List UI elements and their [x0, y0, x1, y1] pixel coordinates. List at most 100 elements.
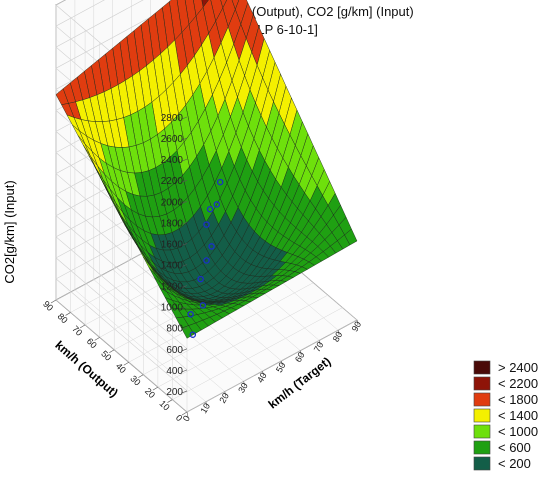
z-tick-label: 1800	[161, 218, 184, 229]
z-tick	[181, 327, 188, 330]
x-tick	[318, 340, 321, 346]
y-tick	[50, 299, 57, 304]
x-tick-label: 0	[181, 414, 192, 423]
z-tick-label: 2000	[161, 197, 184, 208]
z-tick	[181, 137, 188, 141]
x-tick-label: 70	[312, 340, 326, 354]
z-tick-label: 1200	[161, 282, 184, 293]
x-tick-label: 40	[255, 371, 269, 385]
x-tick	[300, 350, 302, 356]
x-tick	[224, 391, 227, 397]
z-tick	[181, 116, 188, 120]
legend-label: < 200	[498, 456, 531, 471]
z-tick-label: 1600	[161, 239, 184, 250]
y-tick	[123, 361, 129, 366]
z-tick-label: 800	[166, 324, 183, 335]
x-tick-label: 20	[217, 391, 231, 405]
z-tick	[181, 243, 188, 246]
x-tick-label: 80	[331, 330, 345, 344]
legend-swatch	[473, 408, 491, 423]
y-tick	[79, 324, 86, 329]
legend-label: > 2400	[498, 360, 538, 375]
y-tick	[109, 349, 115, 354]
legend-label: < 1000	[498, 424, 538, 439]
z-axis-label: CO2[g/km] (Input)	[2, 180, 17, 283]
z-tick	[181, 222, 188, 225]
z-tick	[181, 158, 188, 162]
z-tick	[181, 306, 188, 309]
y-tick-label: 70	[70, 324, 84, 338]
y-tick	[94, 337, 100, 341]
legend-swatch	[473, 456, 491, 471]
legend-label: < 1800	[498, 392, 538, 407]
data-point	[206, 205, 214, 213]
y-tick-label: 30	[128, 373, 142, 387]
x-tick	[356, 319, 359, 326]
data-point	[213, 201, 221, 208]
x-tick-label: 30	[236, 381, 250, 395]
z-tick	[181, 201, 188, 204]
y-tick-label: 90	[41, 299, 55, 313]
data-point	[187, 311, 194, 318]
x-tick	[281, 360, 283, 366]
data-point	[197, 275, 204, 283]
data-point	[199, 302, 207, 309]
x-tick-label: 60	[293, 350, 307, 364]
response-surface	[55, 0, 358, 339]
y-tick-label: 0	[174, 413, 185, 424]
z-tick-label: 400	[166, 366, 183, 377]
y-tick	[65, 312, 71, 316]
z-tick-label: 1000	[161, 303, 184, 314]
axis-ticks: 2004006008001000120014001600180020002200…	[41, 113, 363, 423]
legend: > 2400< 2200< 1800< 1400< 1000< 600< 200	[473, 360, 538, 471]
z-tick-label: 200	[166, 387, 183, 398]
x-tick-label: 50	[274, 361, 288, 375]
z-tick	[181, 179, 188, 183]
z-tick	[181, 369, 188, 373]
y-tick-label: 60	[85, 336, 99, 350]
z-tick	[181, 264, 188, 267]
z-tick	[181, 390, 188, 394]
data-point	[203, 221, 210, 228]
x-tick	[186, 411, 189, 418]
x-tick	[337, 330, 340, 336]
legend-label: < 1400	[498, 408, 538, 423]
z-tick-label: 600	[166, 345, 183, 356]
surface-cell	[220, 0, 228, 9]
legend-swatch	[473, 392, 491, 407]
data-point	[189, 331, 197, 338]
y-tick-label: 10	[157, 398, 171, 412]
y-tick-label: 50	[99, 349, 113, 363]
legend-swatch	[473, 440, 491, 455]
z-tick	[181, 348, 188, 352]
z-tick-label: 2800	[161, 113, 184, 124]
x-tick	[243, 381, 245, 387]
y-tick-label: 80	[56, 311, 70, 325]
z-tick-label: 2600	[161, 134, 184, 145]
legend-swatch	[473, 360, 491, 375]
x-tick-label: 90	[350, 320, 364, 334]
y-tick	[181, 411, 188, 416]
legend-label: < 600	[498, 440, 531, 455]
y-tick-label: 20	[143, 386, 157, 400]
legend-label: < 2200	[498, 376, 538, 391]
data-point	[203, 257, 210, 264]
x-tick	[205, 401, 208, 407]
z-tick-label: 2200	[161, 176, 184, 187]
z-tick-label: 1400	[161, 261, 184, 272]
x-tick-label: 10	[198, 401, 212, 415]
y-tick-label: 40	[114, 361, 128, 375]
x-tick	[262, 371, 264, 377]
surface-cell	[231, 0, 240, 11]
z-tick	[181, 285, 188, 288]
y-tick	[167, 399, 173, 403]
data-points	[187, 178, 224, 338]
z-tick-label: 2400	[161, 155, 184, 166]
y-axis-label: km/h (Output)	[52, 338, 121, 400]
legend-swatch	[473, 376, 491, 391]
y-tick	[138, 374, 144, 378]
data-point	[216, 178, 224, 186]
legend-swatch	[473, 424, 491, 439]
y-tick	[152, 386, 159, 391]
